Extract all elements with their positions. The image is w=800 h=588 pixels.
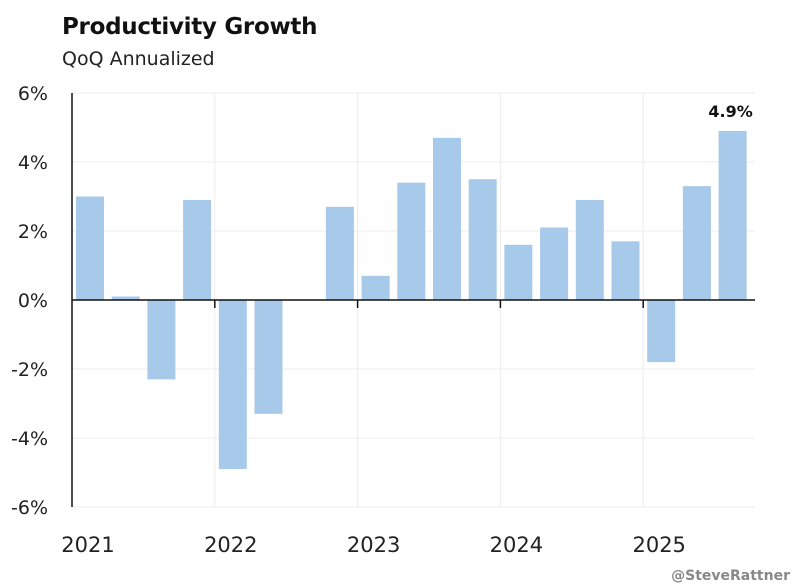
x-tick-label: 2021	[61, 533, 114, 557]
y-tick-label: 0%	[18, 290, 48, 312]
y-tick-label: 6%	[18, 83, 48, 105]
bar-2022-q4	[325, 206, 354, 300]
y-tick-label: 4%	[18, 152, 48, 174]
chart-title: Productivity Growth	[62, 14, 318, 40]
bar-2021-q1	[76, 196, 104, 300]
bar-2022-q1	[218, 300, 247, 470]
bar-2024-q4	[611, 241, 640, 300]
bar-2023-q4	[468, 179, 497, 300]
bar-2023-q2	[397, 182, 426, 300]
bar-2021-q3	[147, 300, 176, 380]
x-tick-label: 2023	[347, 533, 400, 557]
bar-2025-q1	[647, 300, 676, 363]
y-tick-label: -4%	[11, 428, 48, 450]
bar-2023-q1	[361, 275, 390, 300]
bar-2025-q2	[682, 186, 711, 300]
bar-2024-q2	[540, 227, 569, 300]
bar-2021-q4	[183, 199, 212, 300]
x-tick-label: 2024	[490, 533, 543, 557]
bar-2024-q1	[504, 244, 533, 300]
chart-subtitle: QoQ Annualized	[62, 48, 215, 70]
y-tick-label: -2%	[11, 359, 48, 381]
data-label-last: 4.9%	[708, 102, 752, 121]
y-tick-label: -6%	[11, 497, 48, 519]
bar-2023-q3	[433, 137, 461, 300]
x-tick-label: 2022	[204, 533, 257, 557]
y-tick-label: 2%	[18, 221, 48, 243]
bar-2024-q3	[575, 199, 604, 300]
x-tick-label: 2025	[632, 533, 685, 557]
bar-2022-q2	[254, 300, 283, 414]
bar-2021-q2	[111, 296, 140, 300]
credit-label: @SteveRattner	[671, 568, 790, 584]
bar-2025-q3	[718, 130, 747, 300]
